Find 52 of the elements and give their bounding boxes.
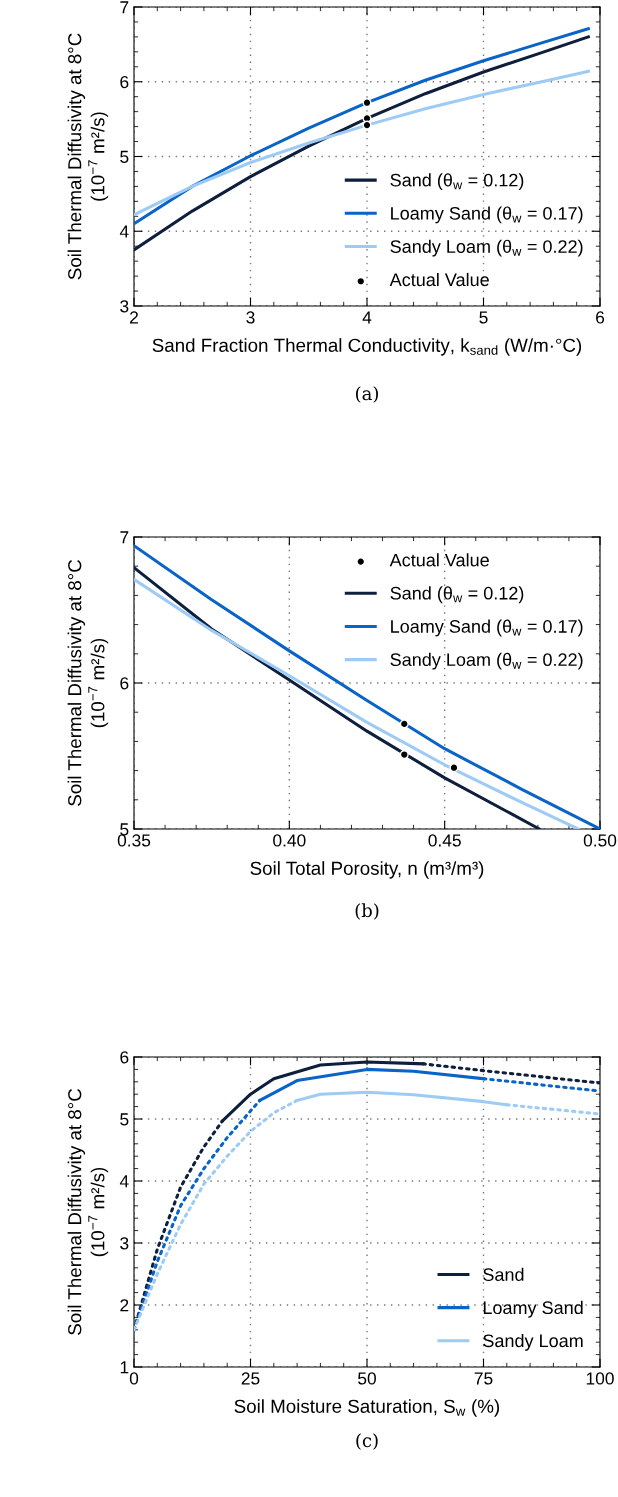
point	[399, 719, 409, 729]
x-axis-title: Soil Total Porosity, n (m³/m³)	[250, 861, 484, 879]
legend-label: Loamy Sand (θ$_{w}$ = 0.17)	[391, 206, 583, 224]
y-tick-label: 2	[120, 1299, 129, 1312]
y-tick-label: 7	[120, 1, 129, 14]
y-tick-label: 6	[120, 1051, 129, 1064]
legend-label: Actual Value	[389, 272, 489, 287]
y-tick-label: 5	[120, 150, 129, 163]
y-tick-label: 6	[120, 677, 129, 690]
y-tick-label: 1	[120, 1361, 129, 1374]
y-axis-title: Soil Thermal Diffusivity at 8°C (10$^{−7}$ m²/s)	[67, 33, 109, 280]
legend-label: Actual Value	[389, 553, 489, 567]
x-tick-label: 5	[479, 311, 488, 324]
x-tick-label: 6	[596, 311, 605, 324]
x-tick-label: 2	[130, 311, 138, 324]
text: (a)	[356, 386, 378, 403]
x-tick-label: 100	[586, 1372, 614, 1385]
y-axis-title: Soil Thermal Diffusivity at 8°C (10$^{−7}$ m²/s)	[67, 559, 109, 806]
y-tick-label: 4	[119, 1175, 129, 1188]
x-tick-label: 4	[362, 311, 372, 324]
legend-label: Loamy Sand (θ$_{w}$ = 0.17)	[391, 619, 583, 637]
x-axis-title: Soil Moisture Saturation, S$_{w}$ (%)	[234, 1399, 500, 1417]
text: (c)	[356, 1433, 378, 1450]
legend-label: Sand (θ$_{w}$ = 0.12)	[390, 586, 524, 604]
line-series	[134, 27, 590, 226]
legend-label: Sandy Loam (θ$_{w}$ = 0.22)	[390, 652, 583, 670]
point	[362, 120, 372, 130]
legend-label: Loamy Sand	[483, 1300, 583, 1318]
x-tick-label: 50	[358, 1372, 376, 1385]
x-tick-label: 3	[246, 311, 255, 324]
legend-label: Sandy Loam	[483, 1333, 583, 1351]
x-tick-label: 0.45	[428, 834, 461, 847]
legend-label: Sandy Loam (θ$_{w}$ = 0.22)	[390, 239, 583, 257]
y-tick-label: 5	[120, 1113, 129, 1126]
y-tick-label: 3	[120, 300, 129, 313]
y-tick-label: 6	[120, 75, 129, 89]
y-tick-label: 4	[119, 225, 129, 238]
y-tick-label: 7	[120, 531, 129, 544]
x-axis-title: Sand Fraction Thermal Conductivity, k$_{sand}$ (W/m·°C)	[152, 338, 582, 356]
x-tick-label: 0	[129, 1372, 139, 1385]
y-axis-title: Soil Thermal Diffusivity at 8°C (10$^{−7}$ m²/s)	[67, 1088, 109, 1335]
text: (b)	[355, 903, 379, 920]
y-tick-label: 3	[120, 1237, 129, 1250]
x-tick-label: 75	[474, 1372, 493, 1385]
legend-label: Sand (θ$_{w}$ = 0.12)	[390, 173, 524, 191]
x-tick-label: 0.35	[117, 834, 151, 847]
x-tick-label: 0.50	[583, 834, 617, 847]
legend-label: Sand	[483, 1267, 524, 1282]
point	[449, 763, 459, 773]
x-tick-label: 25	[241, 1372, 260, 1385]
x-tick-label: 0.40	[273, 834, 306, 847]
y-tick-label: 5	[120, 823, 129, 836]
